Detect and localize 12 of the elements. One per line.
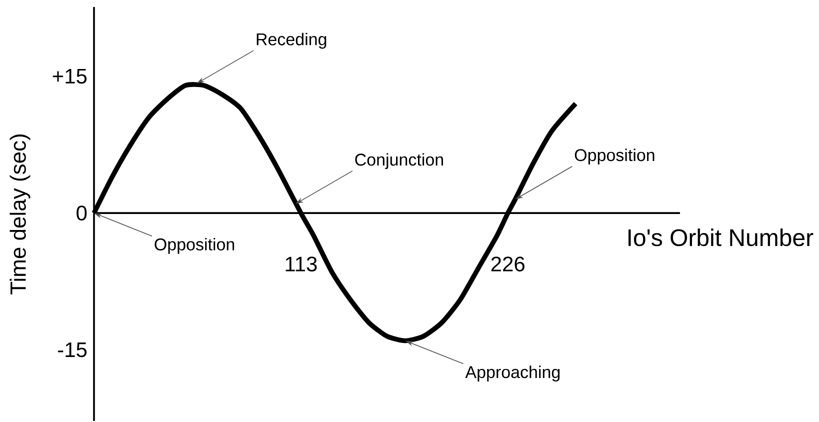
x-axis-title: Io's Orbit Number (628, 228, 814, 246)
annotation: Opposition (154, 238, 234, 254)
x-tick-label: 226 (491, 256, 524, 272)
y-tick-label: 0 (76, 206, 87, 221)
x-tick-label: 113 (286, 256, 317, 272)
y-tick-label: +15 (52, 68, 87, 84)
y-tick-label: -15 (58, 342, 87, 358)
annotation: Receding (256, 32, 326, 49)
y-axis-title: Time delay (sec) (10, 134, 30, 294)
annotation: Conjunction (355, 153, 443, 170)
annotation: Approaching (465, 366, 560, 382)
annotation: Opposition (574, 148, 654, 164)
